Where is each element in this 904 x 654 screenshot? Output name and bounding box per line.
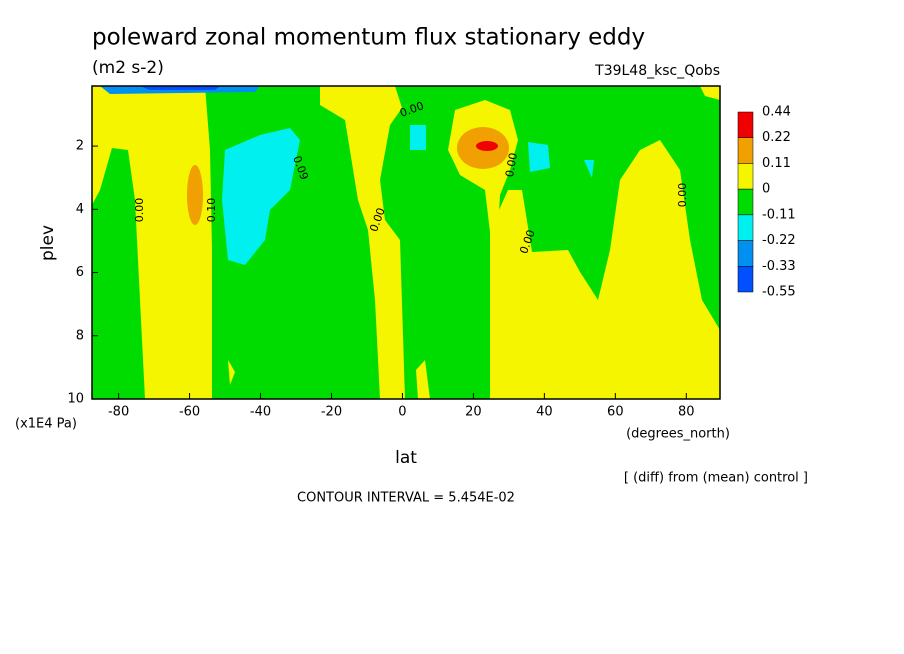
colorbar-label: 0 <box>762 182 770 197</box>
contour-region <box>187 165 203 225</box>
x-tick-label: 80 <box>678 405 695 420</box>
colorbar-label: -0.33 <box>762 259 796 274</box>
contour-region <box>410 125 426 150</box>
contour-label: 0.10 <box>205 198 218 223</box>
contour-interval: CONTOUR INTERVAL = 5.454E-02 <box>297 491 515 506</box>
colorbar-label: 0.44 <box>762 105 791 120</box>
x-tick-label: -60 <box>179 405 200 420</box>
x-axis-units: (degrees_north) <box>626 427 730 442</box>
x-tick-label: -20 <box>321 405 342 420</box>
contour-label: 0.00 <box>503 152 520 178</box>
contour-region <box>228 360 235 385</box>
colorbar-box <box>737 163 754 190</box>
colorbar-label: -0.55 <box>762 285 796 300</box>
colorbar-box <box>737 111 754 138</box>
colorbar-box <box>737 266 754 293</box>
chart-title: poleward zonal momentum flux stationary … <box>92 25 645 51</box>
contour-region <box>92 86 212 399</box>
y-tick-label: 2 <box>76 139 84 154</box>
contour-region <box>140 86 220 90</box>
plot-frame <box>91 85 721 400</box>
colorbar-label: 0.22 <box>762 130 791 145</box>
contour-label: 0.00 <box>676 183 689 208</box>
contour-label: 0.00 <box>133 198 146 223</box>
x-tick-label: 0 <box>398 405 406 420</box>
colorbar-box <box>737 188 754 216</box>
colorbar-label: -0.11 <box>762 207 796 222</box>
colorbar-box <box>737 137 754 164</box>
y-tick-label: 8 <box>76 328 84 343</box>
y-tick-label: 6 <box>76 265 84 280</box>
x-tick-label: -40 <box>250 405 271 420</box>
colorbar-box <box>737 240 754 267</box>
x-tick-label: 60 <box>607 405 624 420</box>
chart-subtitle: (m2 s-2) <box>92 58 164 78</box>
x-tick-label: -80 <box>108 405 129 420</box>
run-label: T39L48_ksc_Qobs <box>594 63 720 79</box>
y-tick-label: 10 <box>67 392 84 407</box>
contour-region <box>320 86 405 399</box>
contour-region <box>476 141 498 151</box>
y-axis-units: (x1E4 Pa) <box>15 417 77 432</box>
y-tick-label: 4 <box>76 202 84 217</box>
contour-region <box>416 360 430 399</box>
x-axis-label: lat <box>395 448 417 468</box>
x-tick-label: 40 <box>536 405 553 420</box>
colorbar-label: 0.11 <box>762 156 791 171</box>
contour-region <box>490 140 720 399</box>
note: [ (diff) from (mean) control ] <box>624 471 808 486</box>
y-axis-label: plev <box>38 225 58 261</box>
contour-region <box>528 142 550 172</box>
contour-region <box>222 128 300 265</box>
colorbar-label: -0.22 <box>762 233 796 248</box>
x-tick-label: 20 <box>465 405 482 420</box>
contour-region <box>584 160 594 178</box>
colorbar-box <box>737 214 754 241</box>
contour-region <box>700 86 720 100</box>
